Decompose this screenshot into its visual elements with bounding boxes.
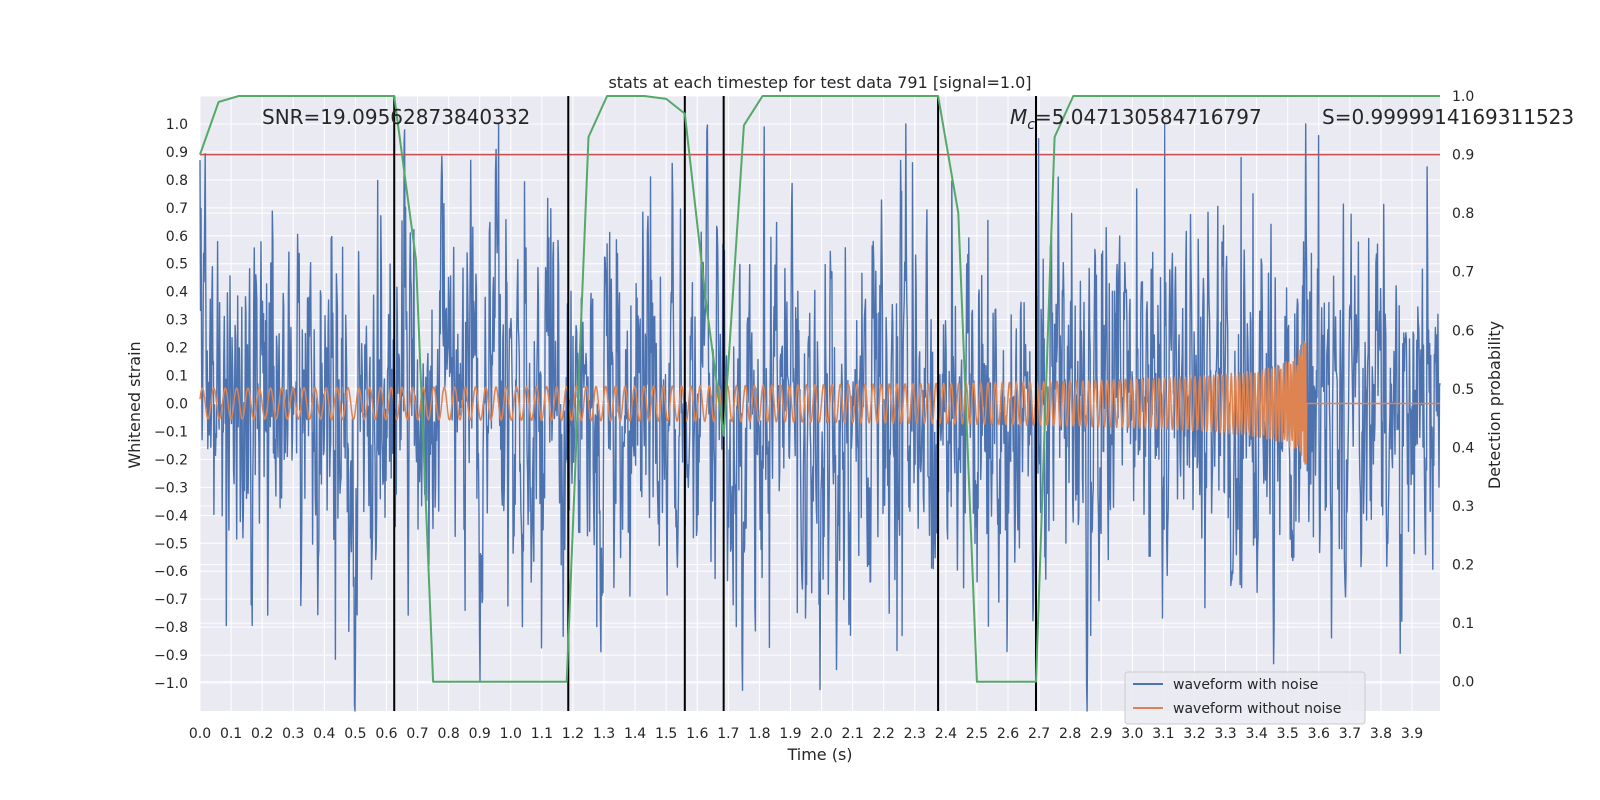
y-tick-label: −0.3	[154, 480, 188, 496]
x-tick-label: 3.1	[1152, 726, 1174, 742]
x-tick-label: 1.0	[500, 726, 522, 742]
y2-tick-label: 0.5	[1452, 382, 1474, 398]
x-tick-label: 3.5	[1277, 726, 1299, 742]
y-tick-label: 0.8	[166, 173, 188, 189]
y2-tick-label: 0.6	[1452, 323, 1474, 339]
y2-tick-label: 0.8	[1452, 206, 1474, 222]
x-tick-label: 2.6	[997, 726, 1019, 742]
y-tick-label: 0.9	[166, 145, 188, 161]
x-ticks: 0.0 0.1 0.2 0.3 0.4 0.5 0.6 0.7 0.8 0.9 1.0 1.1 1.2 1…	[189, 726, 1423, 742]
x-tick-label: 0.7	[406, 726, 428, 742]
y-tick-label: 0.0	[166, 397, 188, 413]
s-annotation: S=0.9999914169311523	[1322, 105, 1574, 129]
y-tick-label: 1.0	[166, 117, 188, 133]
x-tick-label: 0.2	[251, 726, 273, 742]
y2-tick-label: 0.7	[1452, 265, 1474, 281]
x-tick-label: 1.9	[779, 726, 801, 742]
x-tick-label: 3.9	[1401, 726, 1423, 742]
x-tick-label: 3.0	[1121, 726, 1143, 742]
series-waveform-with-noise	[199, 123, 1441, 712]
probability-series	[199, 95, 1440, 683]
x-tick-label: 0.5	[344, 726, 366, 742]
x-tick-label: 2.3	[904, 726, 926, 742]
x-tick-label: 3.8	[1370, 726, 1392, 742]
x-tick-label: 0.6	[375, 726, 397, 742]
vertical-markers	[393, 96, 1037, 711]
x-axis-label: Time (s)	[786, 745, 852, 764]
y2-axis-label: Detection probability	[1485, 321, 1504, 489]
mc-annotation: Mc=5.047130584716797	[1010, 105, 1262, 133]
y-tick-label: −0.2	[154, 452, 188, 468]
x-tick-label: 2.5	[966, 726, 988, 742]
y-ticks: 1.0 0.9 0.8 0.7 0.6 0.5 0.4 0.3 0.2 0.1 0.0 −0.1 −0.…	[154, 117, 188, 692]
mc-value: =5.047130584716797	[1035, 105, 1262, 129]
x-tick-label: 2.0	[810, 726, 832, 742]
y-tick-label: −0.4	[154, 508, 188, 524]
x-tick-label: 3.4	[1246, 726, 1268, 742]
y-tick-label: −0.9	[154, 648, 188, 664]
x-tick-label: 0.3	[282, 726, 304, 742]
x-tick-label: 0.8	[437, 726, 459, 742]
series-waveform-without-noise	[199, 341, 1441, 465]
legend-label-noise: waveform with noise	[1173, 677, 1318, 693]
legend: waveform with noise waveform without noi…	[1124, 671, 1366, 725]
y2-tick-label: 0.3	[1452, 499, 1474, 515]
y2-ticks: 1.0 0.9 0.8 0.7 0.6 0.5 0.4 0.3 0.2 0.1 0.0	[1452, 89, 1474, 691]
x-tick-label: 3.6	[1308, 726, 1330, 742]
x-tick-label: 1.6	[686, 726, 708, 742]
y-tick-label: 0.7	[166, 201, 188, 217]
x-tick-label: 2.2	[873, 726, 895, 742]
x-tick-label: 2.1	[841, 726, 863, 742]
y2-tick-label: 0.4	[1452, 440, 1474, 456]
y-tick-label: 0.5	[166, 257, 188, 273]
y2-tick-label: 0.9	[1452, 148, 1474, 164]
x-tick-label: 2.9	[1090, 726, 1112, 742]
legend-box	[1124, 671, 1366, 725]
y-tick-label: 0.3	[166, 313, 188, 329]
x-tick-label: 1.2	[562, 726, 584, 742]
x-tick-label: 1.8	[748, 726, 770, 742]
x-tick-label: 0.9	[469, 726, 491, 742]
y-tick-label: −1.0	[154, 676, 188, 692]
y2-tick-label: 0.0	[1452, 675, 1474, 691]
y-tick-label: −0.6	[154, 564, 188, 580]
series-detection-probability	[199, 95, 1440, 683]
x-tick-label: 3.2	[1183, 726, 1205, 742]
clean-series	[199, 341, 1441, 465]
x-tick-label: 0.0	[189, 726, 211, 742]
y-tick-label: −0.1	[154, 424, 188, 440]
y-tick-label: 0.1	[166, 369, 188, 385]
x-tick-label: 0.4	[313, 726, 335, 742]
y2-tick-label: 0.1	[1452, 616, 1474, 632]
y-tick-label: 0.6	[166, 229, 188, 245]
chart-title: stats at each timestep for test data 791…	[608, 73, 1031, 92]
x-tick-label: 2.7	[1028, 726, 1050, 742]
x-tick-label: 1.5	[655, 726, 677, 742]
x-tick-label: 1.1	[531, 726, 553, 742]
y-tick-label: −0.5	[154, 536, 188, 552]
y-tick-label: 0.2	[166, 341, 188, 357]
y-tick-label: −0.8	[154, 620, 188, 636]
y-tick-label: −0.7	[154, 592, 188, 608]
y2-tick-label: 1.0	[1452, 89, 1474, 105]
x-tick-label: 1.3	[593, 726, 615, 742]
snr-annotation: SNR=19.09562873840332	[262, 105, 530, 129]
mc-subscript: c	[1027, 117, 1035, 133]
noise-series	[199, 123, 1441, 712]
x-tick-label: 2.4	[935, 726, 957, 742]
x-tick-label: 1.4	[624, 726, 646, 742]
x-tick-label: 0.1	[220, 726, 242, 742]
x-tick-label: 2.8	[1059, 726, 1081, 742]
y-axis-label: Whitened strain	[125, 341, 144, 468]
x-tick-label: 1.7	[717, 726, 739, 742]
x-tick-label: 3.7	[1339, 726, 1361, 742]
x-tick-label: 3.3	[1214, 726, 1236, 742]
legend-label-clean: waveform without noise	[1173, 701, 1341, 717]
y-tick-label: 0.4	[166, 285, 188, 301]
y2-tick-label: 0.2	[1452, 558, 1474, 574]
mc-symbol: M	[1010, 105, 1027, 129]
